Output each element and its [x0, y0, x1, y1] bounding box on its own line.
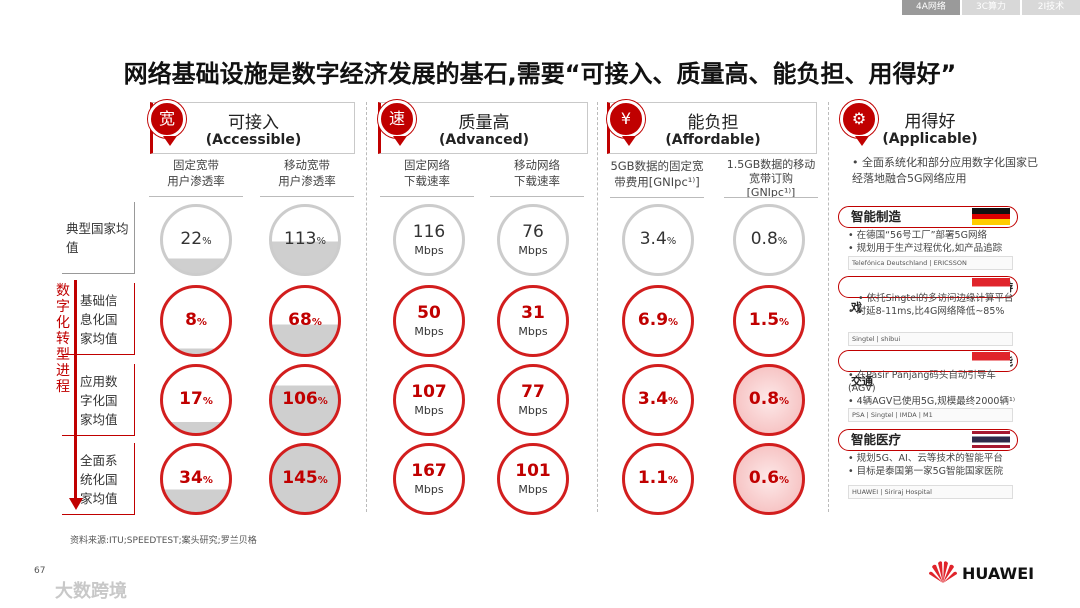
pillar-advanced: 质量高 (Advanced) [378, 102, 588, 154]
metric-circle: 76 Mbps [497, 204, 569, 276]
col-header-mobile-speed: 移动网络 下载速率 [484, 157, 590, 197]
metric-circle: 1.1% [622, 443, 694, 515]
applicable-intro: • 全面系统化和部分应用数字化国家已经落地融合5G网络应用 [852, 156, 1038, 185]
metric-circle: 77 Mbps [497, 364, 569, 436]
metric-circle: 0.8% [733, 204, 805, 276]
singapore-flag-icon [972, 278, 1010, 295]
page-title: 网络基础设施是数字经济发展的基石,需要“可接入、质量高、能负担、用得好” [123, 60, 957, 88]
col-header-fixed-speed: 固定网络 下载速率 [374, 157, 480, 197]
col-header-mobile-cost: 1.5GB数据的移动 宽带订购 [GNIpc¹⁾] [718, 158, 824, 199]
pillar-zh: 用得好 [904, 112, 956, 132]
metric-circle: 0.6% [733, 443, 805, 515]
pillar-accessible: 可接入 (Accessible) [150, 102, 355, 154]
metric-circle: 1.5% [733, 285, 805, 357]
cloud-speed-icon: 速 [378, 100, 416, 146]
row-label-typical: 典型国家均值 [66, 221, 129, 255]
watermark: 大数跨境 [55, 581, 127, 602]
pillar-zh: 质量高 [458, 113, 510, 133]
partner-logos: HUAWEI | Siriraj Hospital [848, 485, 1013, 499]
metric-circle: 3.4% [622, 204, 694, 276]
side-label-digital-transformation: 数字化转型进程 [56, 283, 70, 395]
metric-circle: 3.4% [622, 364, 694, 436]
col-header-fixed-cost: 5GB数据的固定宽 带费用[GNIpc¹⁾] [604, 158, 710, 198]
money-icon: ¥ [607, 100, 645, 146]
tab-3c-compute[interactable]: 3C算力 [962, 0, 1020, 15]
metric-circle: 6.9% [622, 285, 694, 357]
row-label-basic: 基础信 息化国 家均值 [80, 293, 118, 346]
pillar-en: (Affordable) [665, 132, 761, 148]
metric-circle: 116 Mbps [393, 204, 465, 276]
pillar-zh: 可接入 [228, 113, 279, 133]
pillar-en: (Applicable) [882, 131, 978, 147]
case-text: • 依托Singtel的多访问边缘计算平台 • 时延8-11ms,比4G网络降低~… [848, 293, 1014, 317]
top-tabs: 4A网络 3C算力 2I技术 [900, 0, 1080, 15]
row-label-applied: 应用数 字化国 家均值 [80, 374, 118, 427]
metric-circle: 8% [160, 285, 232, 357]
pillar-en: (Accessible) [205, 132, 302, 148]
metric-circle: 50 Mbps [393, 285, 465, 357]
broadband-icon: 宽 [148, 100, 186, 146]
partner-logos: Singtel | shibui [848, 332, 1013, 346]
row-label-full: 全面系 统化国 家均值 [80, 453, 118, 506]
gear-icon: ⚙ [840, 100, 878, 146]
col-header-fixed-penetration: 固定宽带 用户渗透率 [143, 157, 249, 197]
huawei-logo-icon [929, 561, 957, 583]
row-box-applied [62, 364, 135, 436]
metric-circle: 0.8% [733, 364, 805, 436]
metric-circle: 106% [269, 364, 341, 436]
pillar-en: (Advanced) [438, 132, 529, 148]
partner-logos: Telefónica Deutschland | ERICSSON [848, 256, 1013, 270]
case-text: • 在Pasir Panjang码头自动引导车(AGV) • 4辆AGV已使用5G… [848, 370, 1016, 407]
metric-circle: 167 Mbps [393, 443, 465, 515]
metric-circle: 17% [160, 364, 232, 436]
metric-circle: 101 Mbps [497, 443, 569, 515]
brand-name: HUAWEI [962, 564, 1035, 583]
row-box-basic [62, 283, 135, 355]
progress-arrow [74, 280, 77, 500]
row-box-typical [62, 202, 135, 274]
metric-circle: 145% [269, 443, 341, 515]
tab-2i-tech[interactable]: 2I技术 [1022, 0, 1080, 15]
pillar-zh: 能负担 [687, 113, 739, 133]
metric-circle: 113% [269, 204, 341, 276]
partner-logos: PSA | Singtel | IMDA | M1 [848, 408, 1013, 422]
singapore-flag-icon [972, 352, 1010, 369]
row-box-full [62, 443, 135, 515]
metric-circle: 31 Mbps [497, 285, 569, 357]
metric-circle: 107 Mbps [393, 364, 465, 436]
thailand-flag-icon [972, 431, 1010, 448]
tab-4a-network[interactable]: 4A网络 [902, 0, 960, 15]
source-note: 资料来源:ITU;SPEEDTEST;案头研究;罗兰贝格 [70, 536, 257, 546]
metric-circle: 68% [269, 285, 341, 357]
col-header-mobile-penetration: 移动宽带 用户渗透率 [254, 157, 360, 197]
case-text: • 在德国“56号工厂”部署5G网络 • 规划用于生产过程优化,如产品追踪 [848, 230, 1003, 254]
arrow-down-icon [69, 498, 83, 510]
case-text: • 规划5G、AI、云等技术的智能平台 • 目标是泰国第一家5G智能国家医院 [848, 453, 1004, 477]
page-number: 67 [34, 566, 46, 576]
metric-circle: 34% [160, 443, 232, 515]
germany-flag-icon [972, 208, 1010, 225]
metric-circle: 22% [160, 204, 232, 276]
